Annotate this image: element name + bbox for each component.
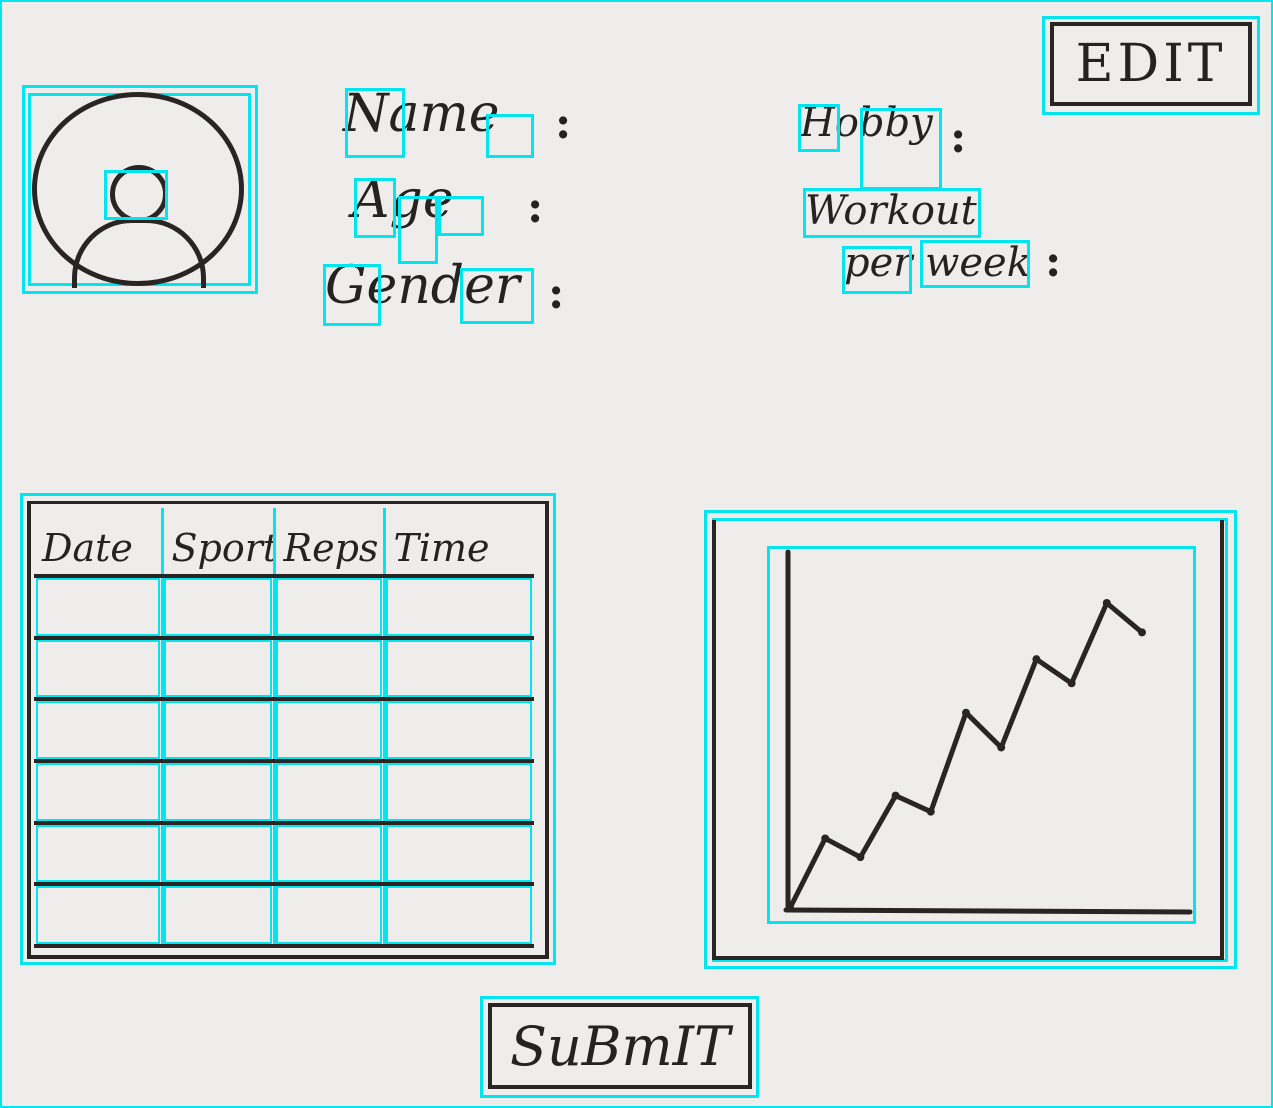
workout-colon: : <box>1045 236 1062 287</box>
workout-word-box <box>803 188 981 238</box>
name-label: Name <box>343 84 500 144</box>
hobby-colon: : <box>950 112 967 163</box>
name-letter-box <box>486 114 534 158</box>
data-point <box>891 791 900 800</box>
table-header-row: Date Sport Reps Time <box>34 508 534 578</box>
workout-table-frame <box>27 501 549 959</box>
age-letter-box <box>398 196 438 264</box>
table-row <box>34 699 534 763</box>
age-colon: : <box>527 182 544 233</box>
table-cell-time[interactable] <box>384 576 534 640</box>
data-point <box>1067 679 1076 688</box>
hobby-letter-box <box>798 104 840 152</box>
table-cell-date[interactable] <box>34 760 164 825</box>
age-letter-box <box>354 178 396 238</box>
gender-letter-box <box>323 264 381 326</box>
data-point <box>1138 628 1146 637</box>
table-cell-time[interactable] <box>384 637 534 702</box>
submit-button[interactable]: SuBmIT <box>488 1003 752 1089</box>
table-cell-reps[interactable] <box>274 822 386 887</box>
table-cell-date[interactable] <box>34 884 164 948</box>
table-cell-time[interactable] <box>384 822 534 887</box>
data-point <box>856 853 865 862</box>
hobby-letter-box <box>860 108 942 190</box>
column-header-time: Time <box>384 508 534 578</box>
table-cell-date[interactable] <box>34 576 164 640</box>
submit-button-label: SuBmIT <box>509 1014 730 1078</box>
data-point <box>1032 655 1041 664</box>
gender-letter-box <box>460 268 534 324</box>
table-cell-reps[interactable] <box>274 699 386 763</box>
line-chart <box>783 549 1193 915</box>
table-cell-date[interactable] <box>34 822 164 887</box>
table-cell-sport[interactable] <box>162 699 276 763</box>
data-point <box>1102 599 1111 607</box>
data-point <box>997 743 1006 752</box>
workout-label: Workout <box>805 188 977 234</box>
column-header-reps: Reps <box>274 508 386 578</box>
x-axis <box>783 907 1193 915</box>
table-cell-time[interactable] <box>384 699 534 763</box>
edit-button[interactable]: EDIT <box>1050 22 1252 106</box>
age-letter-box <box>438 196 484 236</box>
name-letter-box <box>345 88 405 158</box>
column-header-sport: Sport <box>162 508 276 578</box>
data-point <box>821 834 830 843</box>
table-cell-sport[interactable] <box>162 884 276 948</box>
name-colon: : <box>555 98 572 149</box>
table-cell-reps[interactable] <box>274 637 386 702</box>
table-outline <box>20 493 556 965</box>
per-word-box <box>842 246 912 294</box>
chart-frame <box>712 520 1224 960</box>
table-cell-reps[interactable] <box>274 884 386 948</box>
submit-button-outline <box>480 996 759 1098</box>
table-row <box>34 884 534 948</box>
avatar-frame[interactable] <box>22 85 258 294</box>
edit-button-label: EDIT <box>1075 34 1227 94</box>
workout-table: Date Sport Reps Time <box>34 508 534 948</box>
hobby-label: Hobby <box>800 100 933 146</box>
chart-outline <box>704 510 1237 969</box>
data-point <box>962 708 970 717</box>
table-row <box>34 822 534 887</box>
avatar-head-box <box>104 170 168 220</box>
table-cell-reps[interactable] <box>274 576 386 640</box>
table-cell-sport[interactable] <box>162 576 276 640</box>
table-row <box>34 637 534 702</box>
table-cell-date[interactable] <box>34 699 164 763</box>
table-cell-sport[interactable] <box>162 637 276 702</box>
column-header-date: Date <box>34 508 164 578</box>
table-row <box>34 576 534 640</box>
table-cell-sport[interactable] <box>162 760 276 825</box>
edit-button-outline <box>1042 16 1260 115</box>
week-word-box <box>920 240 1030 288</box>
series-line <box>787 600 1145 911</box>
data-point <box>926 807 935 816</box>
gender-colon: : <box>548 268 565 319</box>
data-point <box>786 904 794 912</box>
table-cell-reps[interactable] <box>274 760 386 825</box>
table-cell-sport[interactable] <box>162 822 276 887</box>
chart-plot-outline <box>767 546 1196 924</box>
table-cell-time[interactable] <box>384 884 534 948</box>
table-cell-date[interactable] <box>34 637 164 702</box>
avatar-circle <box>32 92 244 286</box>
table-cell-time[interactable] <box>384 760 534 825</box>
table-row <box>34 760 534 825</box>
